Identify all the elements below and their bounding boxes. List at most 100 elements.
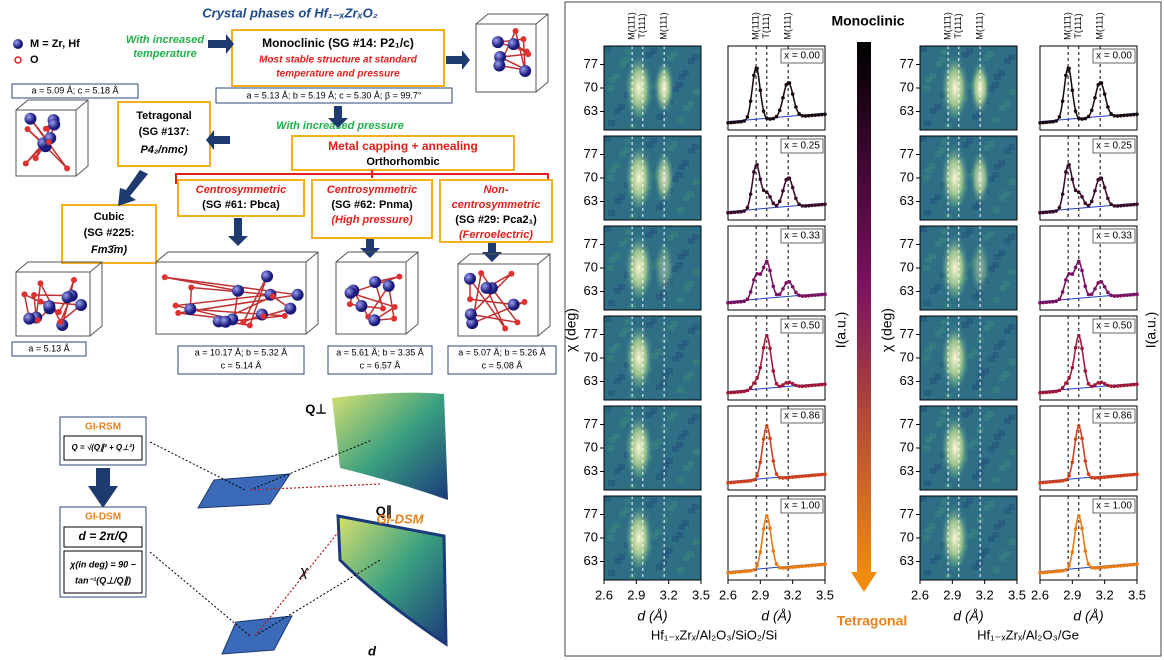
noise (687, 551, 694, 557)
lattice: a = 10.17 Å; b = 5.32 Å (195, 347, 288, 357)
noise (939, 327, 946, 333)
noise (994, 524, 1001, 530)
diffraction-spot (940, 504, 969, 572)
method: GI-DSM (377, 511, 425, 526)
noise (988, 266, 995, 272)
noise (619, 331, 626, 337)
noise (682, 250, 689, 256)
composition: x = 0.25 (784, 141, 820, 152)
noise (656, 204, 663, 210)
noise (613, 253, 620, 259)
noise (662, 552, 669, 558)
gradient-arrow (857, 42, 871, 572)
noise (992, 82, 999, 88)
noise (693, 179, 700, 185)
noise (934, 104, 941, 110)
noise (966, 138, 973, 144)
noise (672, 86, 679, 92)
data-point (823, 382, 827, 387)
phase-name: (SG #61: Pbca) (202, 199, 280, 211)
fit (1039, 260, 1138, 304)
noise (692, 414, 699, 420)
fit (727, 333, 826, 394)
box (63, 550, 143, 594)
noise (929, 253, 936, 259)
noise (994, 164, 1001, 170)
atom-o (525, 51, 532, 58)
noise (693, 539, 700, 545)
x-tick-label: 2.9 (627, 587, 645, 602)
noise (920, 136, 927, 142)
label-box (780, 408, 824, 424)
noise (923, 445, 930, 451)
noise (1003, 461, 1010, 467)
peak-label: M(111) (783, 12, 793, 39)
diffraction-spot (624, 324, 653, 392)
atom-o (379, 305, 386, 312)
label-box (1092, 318, 1136, 334)
composition: x = 0.50 (784, 321, 820, 332)
noise (693, 269, 700, 275)
noise (962, 502, 969, 508)
x-tick-label: 2.9 (751, 587, 769, 602)
label-box (780, 228, 824, 244)
noise (982, 458, 989, 464)
noise (619, 241, 626, 247)
atom-o (346, 301, 353, 308)
noise (923, 265, 930, 271)
y-tick-label: 63 (584, 463, 598, 478)
atom-o (260, 313, 267, 320)
atom-o (31, 292, 38, 299)
fit (727, 514, 826, 574)
y-tick-label: 63 (900, 373, 914, 388)
noise (1003, 191, 1010, 197)
phase-name: Tetragonal (136, 110, 191, 122)
composition: x = 1.00 (784, 501, 820, 512)
diffraction-spot (940, 144, 969, 212)
fit (1039, 66, 1138, 124)
noise (999, 105, 1006, 111)
box (447, 345, 557, 375)
noise (688, 418, 695, 424)
noise (677, 477, 684, 483)
atom-o (269, 293, 276, 300)
formula: d = 2π/Q (79, 529, 129, 543)
box (439, 179, 553, 243)
noise (929, 73, 936, 79)
noise (619, 151, 626, 157)
atom-o (240, 319, 247, 326)
noise (608, 570, 615, 576)
noise (604, 226, 611, 232)
noise (934, 284, 941, 290)
arrow (88, 468, 118, 508)
noise (992, 442, 999, 448)
bond (514, 30, 526, 72)
atom-o (520, 36, 527, 43)
noise (646, 502, 653, 508)
noise (993, 567, 1000, 573)
noise (962, 412, 969, 418)
noise (983, 325, 990, 331)
peak-label: M(11̄1) (751, 12, 761, 40)
formula: Q = √(Q∥² + Q⊥²) (72, 443, 135, 452)
unit-cell (475, 23, 537, 93)
left-panel: Crystal phases of Hf₁₋ₓZrₓO₂ M = Zr, Hf … (11, 5, 549, 658)
x-tick-label: 2.9 (943, 587, 961, 602)
noise (941, 49, 948, 55)
x-tick-label: 3.5 (692, 587, 710, 602)
noise (1003, 281, 1010, 287)
phase-name: Cubic (94, 211, 125, 223)
y-tick-label: 70 (900, 79, 914, 94)
sample-label: Hf₁₋ₓZrₓ/Al₂O₃/Ge (977, 627, 1079, 642)
composition: x = 0.00 (1096, 51, 1132, 62)
legend-text: O (30, 54, 39, 66)
x-tick-label: 3.5 (1008, 587, 1026, 602)
noise (994, 254, 1001, 260)
y-tick-label: 77 (900, 416, 914, 431)
noise (672, 266, 679, 272)
noise (976, 560, 983, 566)
noise (935, 241, 942, 247)
atom-o (32, 155, 39, 162)
noise (930, 108, 937, 114)
